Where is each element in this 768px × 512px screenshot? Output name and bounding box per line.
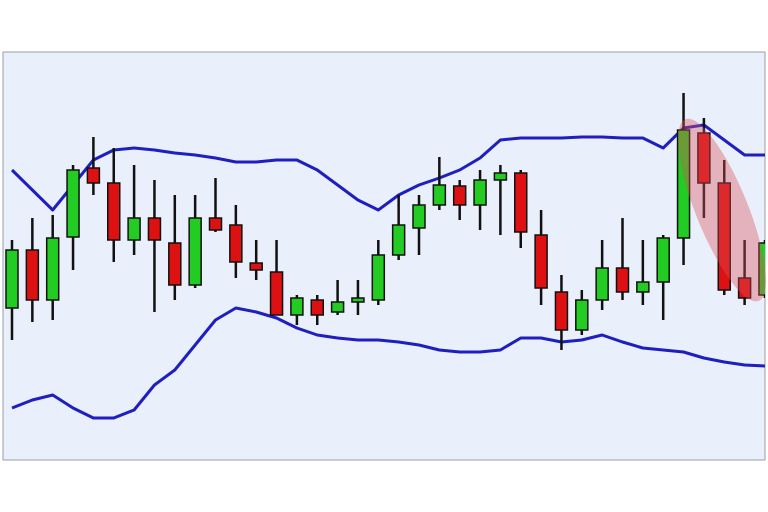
candle-body	[330, 301, 345, 313]
candle-body	[473, 179, 487, 206]
band-line	[11, 306, 765, 420]
candle-body	[147, 217, 162, 241]
candle-body	[656, 237, 670, 283]
candle-body	[493, 172, 508, 181]
candle-body	[25, 249, 40, 301]
candle-body	[168, 242, 182, 286]
candle-body	[737, 277, 752, 299]
candle-body	[452, 185, 467, 206]
candle-body	[758, 242, 765, 296]
candle-body	[371, 254, 386, 301]
candle-body	[127, 217, 141, 241]
candle-body	[86, 167, 101, 184]
candle-body	[107, 182, 121, 241]
candle-body	[534, 234, 548, 289]
plot-marks	[5, 93, 765, 420]
candle-body	[269, 271, 284, 316]
candle-body	[412, 204, 426, 229]
highlight	[678, 118, 766, 302]
candle-body	[391, 224, 406, 256]
candle-body	[595, 267, 609, 301]
candle-body	[717, 182, 731, 291]
candle-body	[249, 262, 263, 271]
candle-body	[351, 297, 365, 303]
candle-body	[188, 217, 202, 286]
candle-body	[575, 299, 589, 331]
candle-body	[636, 281, 650, 293]
candle-body	[229, 224, 243, 263]
candle-body	[697, 132, 711, 184]
band-line	[10, 123, 765, 212]
candle-body	[66, 169, 80, 238]
candle-body	[554, 291, 569, 331]
candle-body	[615, 267, 630, 293]
candle-body	[290, 297, 304, 316]
candle-body	[310, 299, 324, 316]
candle-body	[208, 217, 223, 231]
candle-body	[432, 184, 447, 206]
candle-body	[5, 249, 19, 309]
candle-body	[45, 237, 60, 301]
candle-body	[514, 172, 528, 233]
candle-body	[676, 129, 691, 239]
